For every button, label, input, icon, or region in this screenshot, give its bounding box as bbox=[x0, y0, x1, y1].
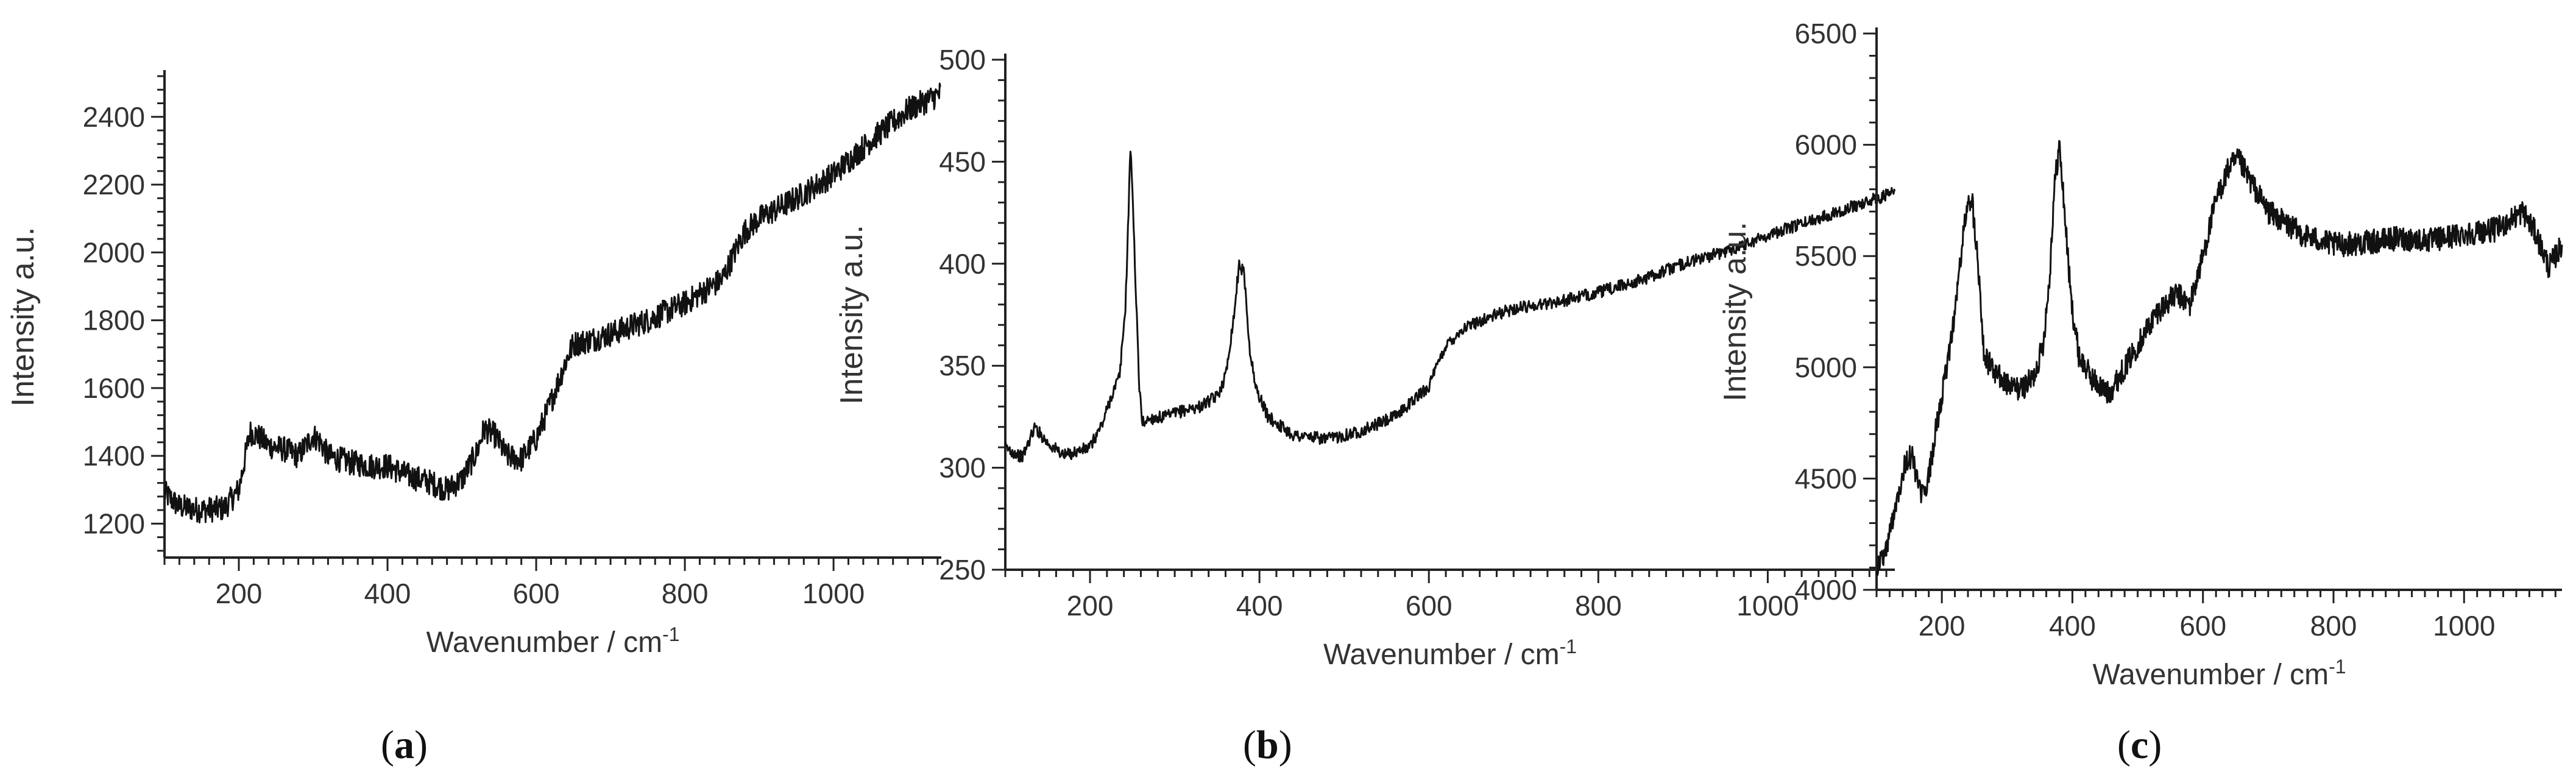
chart-panel-a: 200 400 600 800 1000 1200 1400 1600 1800 2000 2200… bbox=[5, 70, 941, 659]
y-tick-label: 4000 bbox=[1795, 574, 1857, 606]
chart-panel-c: 200 400 600 800 1000400045005000550060006500… bbox=[1718, 18, 2563, 691]
x-tick-label: 800 bbox=[662, 578, 709, 609]
y-axis-title: Intensity a.u. bbox=[1718, 222, 1753, 402]
y-tick-label: 1600 bbox=[83, 372, 145, 404]
x-tick-label: 200 bbox=[1067, 590, 1114, 622]
y-tick-label: 300 bbox=[939, 452, 986, 484]
y-tick-label: 450 bbox=[939, 146, 986, 177]
y-tick-label: 250 bbox=[939, 554, 986, 586]
y-tick-label: 2200 bbox=[83, 169, 145, 200]
x-tick-label: 1000 bbox=[802, 578, 865, 609]
y-tick-label: 1800 bbox=[83, 305, 145, 336]
series-line bbox=[1875, 140, 2563, 576]
x-tick-label: 1000 bbox=[1736, 590, 1799, 622]
x-tick-label: 400 bbox=[2049, 610, 2096, 642]
x-axis-title: Wavenumber / cm-1 bbox=[426, 623, 679, 659]
y-tick-label: 400 bbox=[939, 248, 986, 280]
x-tick-label: 400 bbox=[364, 578, 411, 609]
x-tick-label: 800 bbox=[1575, 590, 1622, 622]
x-tick-label: 200 bbox=[216, 578, 263, 609]
y-tick-label: 2000 bbox=[83, 236, 145, 268]
x-tick-label: 600 bbox=[1406, 590, 1453, 622]
x-tick-label: 800 bbox=[2310, 610, 2357, 642]
x-axis-title: Wavenumber / cm-1 bbox=[1323, 636, 1577, 671]
panel-caption-a: (a) bbox=[381, 723, 428, 767]
y-tick-label: 5500 bbox=[1795, 240, 1857, 272]
chart-panel-b: 200 400 600 800 1000 250 300 350 400 450 500 Wavenu… bbox=[834, 44, 1896, 671]
y-tick-label: 6000 bbox=[1795, 129, 1857, 161]
y-tick-label: 350 bbox=[939, 350, 986, 381]
x-tick-label: 600 bbox=[2179, 610, 2226, 642]
y-tick-label: 6500 bbox=[1795, 18, 1857, 49]
x-tick-label: 200 bbox=[1919, 610, 1966, 642]
panel-caption-c: (c) bbox=[2117, 723, 2162, 767]
x-tick-label: 1000 bbox=[2433, 610, 2495, 642]
x-tick-label: 400 bbox=[1236, 590, 1283, 622]
y-tick-label: 1400 bbox=[83, 440, 145, 472]
series-line bbox=[163, 82, 941, 523]
y-tick-label: 500 bbox=[939, 44, 986, 76]
y-tick-label: 2400 bbox=[83, 101, 145, 133]
series-line bbox=[1004, 151, 1896, 463]
y-tick-label: 1200 bbox=[83, 508, 145, 539]
y-tick-label: 5000 bbox=[1795, 352, 1857, 383]
panel-caption-b: (b) bbox=[1243, 723, 1292, 767]
y-tick-label: 4500 bbox=[1795, 462, 1857, 494]
x-tick-label: 600 bbox=[513, 578, 560, 609]
y-axis-title: Intensity a.u. bbox=[834, 225, 869, 405]
y-axis-title: Intensity a.u. bbox=[5, 227, 41, 407]
x-axis-title: Wavenumber / cm-1 bbox=[2092, 656, 2346, 691]
